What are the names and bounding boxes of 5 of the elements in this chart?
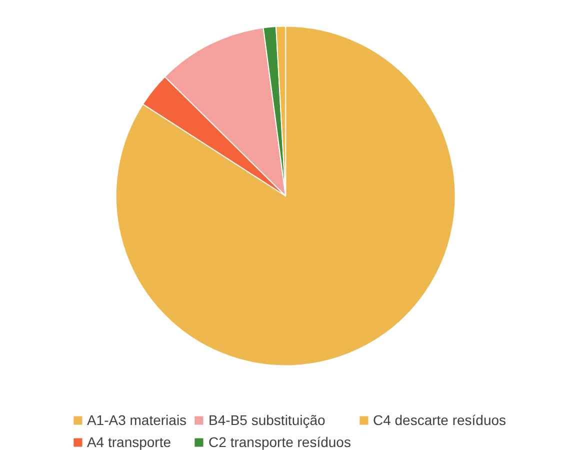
legend-label: C2 transporte resíduos	[208, 434, 351, 450]
legend-label: C4 descarte resíduos	[372, 412, 506, 428]
legend-label: A4 transporte	[86, 434, 172, 450]
legend-label: A1-A3 materiais	[86, 412, 187, 428]
legend-label: B4-B5 substituição	[208, 412, 326, 428]
